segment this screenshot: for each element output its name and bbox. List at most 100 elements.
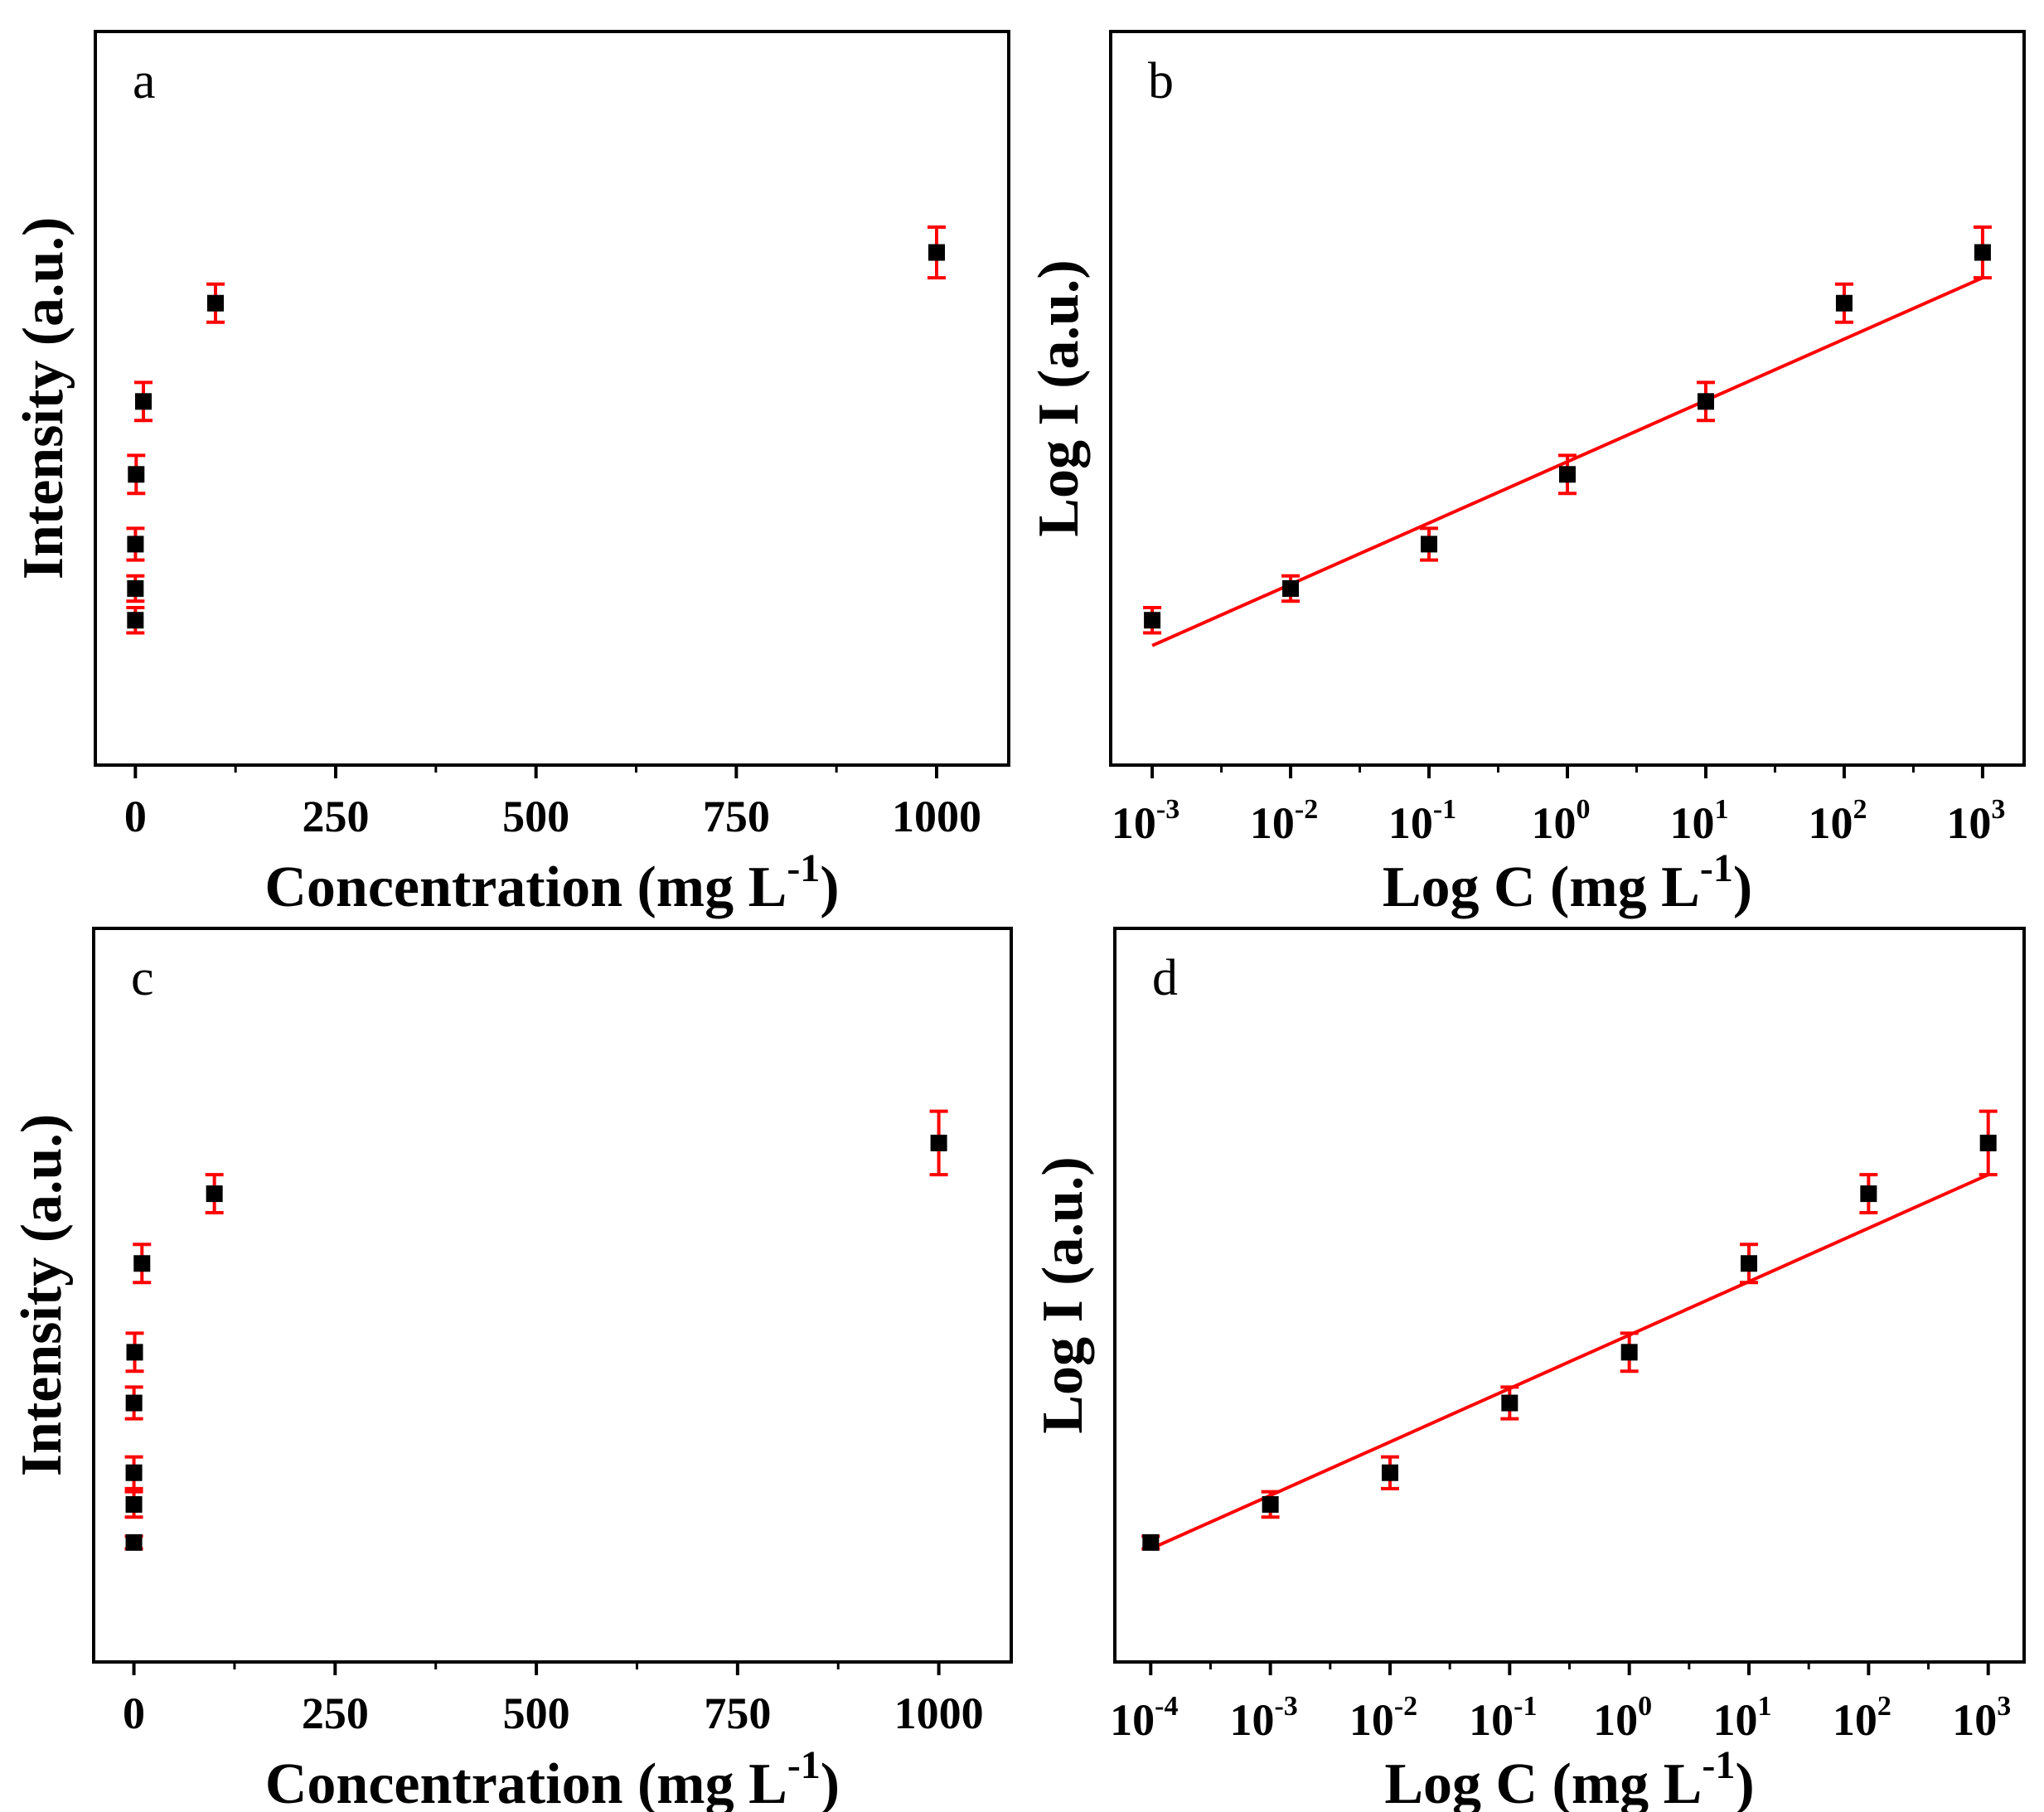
tick-base: 10 — [1112, 798, 1156, 848]
data-point — [207, 294, 224, 312]
data-point — [1974, 244, 1991, 261]
x-axis-label-close: ) — [1735, 1752, 1754, 1812]
data-point — [127, 580, 144, 597]
tick-base: 10 — [1469, 1695, 1514, 1745]
data-point — [133, 1255, 151, 1272]
tick-exponent: 0 — [1577, 794, 1591, 825]
tick-exponent: -2 — [1295, 794, 1318, 825]
data-point — [125, 1533, 143, 1551]
data-point — [128, 466, 145, 483]
data-point — [1142, 1533, 1160, 1551]
tick-exponent: 2 — [1877, 1691, 1891, 1722]
x-tick-label: 10-3 — [1112, 794, 1179, 848]
data-point — [127, 612, 144, 629]
data-point — [1860, 1185, 1877, 1203]
x-tick-label: 102 — [1808, 794, 1867, 848]
tick-base: 10 — [1952, 1695, 1997, 1745]
tick-base: 10 — [1349, 1695, 1394, 1745]
x-tick-label: 500 — [502, 792, 569, 841]
x-axis-label-main: Log C (mg L — [1383, 855, 1700, 919]
x-tick-label: 1000 — [894, 1688, 984, 1738]
plot-frame — [1109, 30, 2026, 767]
x-axis-label: Log C (mg L-1) — [1383, 846, 1752, 919]
tick-exponent: 1 — [1714, 794, 1728, 825]
tick-exponent: -1 — [1514, 1691, 1537, 1722]
tick-base: 10 — [1833, 1695, 1877, 1745]
x-tick-label: 500 — [503, 1688, 570, 1738]
plot-frame — [94, 30, 1010, 767]
tick-base: 10 — [1250, 798, 1295, 848]
x-tick-label: 101 — [1713, 1691, 1772, 1745]
data-point — [1979, 1134, 1997, 1151]
tick-base: 10 — [1808, 798, 1853, 848]
x-tick-label: 0 — [124, 792, 147, 841]
data-point — [1697, 393, 1714, 410]
tick-base: 10 — [1532, 798, 1577, 848]
y-axis-label: Log I (a.u.) — [1031, 1156, 1095, 1433]
plot-frame — [92, 927, 1013, 1664]
x-tick-label: 10-1 — [1388, 794, 1456, 848]
tick-exponent: -3 — [1274, 1691, 1297, 1722]
x-tick-label: 10-1 — [1469, 1691, 1537, 1745]
tick-exponent: 3 — [1991, 794, 2005, 825]
data-point — [1835, 294, 1853, 312]
tick-exponent: 3 — [1997, 1691, 2011, 1722]
x-axis-label-main: Concentration (mg L — [265, 1752, 787, 1812]
x-tick-label: 100 — [1532, 794, 1591, 848]
tick-base: 10 — [1388, 798, 1433, 848]
data-point — [928, 244, 945, 261]
data-point — [1381, 1464, 1398, 1481]
data-point — [126, 1344, 143, 1361]
x-axis-label-main: Concentration (mg L — [264, 855, 787, 919]
x-tick-label: 10-4 — [1110, 1691, 1178, 1745]
y-axis-label: Intensity (a.u.) — [10, 1114, 74, 1477]
x-axis-label-close: ) — [1733, 855, 1752, 919]
tick-exponent: 2 — [1853, 794, 1867, 825]
x-tick-label: 103 — [1946, 794, 2005, 848]
x-axis-label: Log C (mg L-1) — [1384, 1743, 1754, 1812]
x-axis-label-sup: -1 — [1702, 1743, 1735, 1787]
x-tick-label: 10-2 — [1349, 1691, 1417, 1745]
panel-label: a — [133, 53, 156, 109]
x-tick-label: 102 — [1833, 1691, 1891, 1745]
x-tick-label: 10-3 — [1229, 1691, 1297, 1745]
y-axis-label: Log I (a.u.) — [1027, 259, 1091, 536]
data-point — [206, 1185, 223, 1203]
tick-exponent: -4 — [1155, 1691, 1178, 1722]
tick-base: 10 — [1229, 1695, 1274, 1745]
data-point — [1144, 612, 1161, 629]
x-tick-label: 750 — [703, 792, 770, 841]
x-axis-label-close: ) — [820, 855, 839, 919]
x-tick-label: 103 — [1952, 1691, 2011, 1745]
x-axis-label-sup: -1 — [1700, 846, 1733, 890]
tick-base: 10 — [1593, 1695, 1638, 1745]
tick-exponent: -2 — [1394, 1691, 1417, 1722]
tick-base: 10 — [1110, 1695, 1155, 1745]
data-point — [1620, 1344, 1638, 1361]
tick-base: 10 — [1713, 1695, 1758, 1745]
x-axis-label-sup: -1 — [787, 1743, 821, 1787]
panel-label: c — [131, 950, 154, 1006]
data-point — [930, 1134, 947, 1151]
data-point — [125, 1394, 143, 1412]
x-axis-label-main: Log C (mg L — [1384, 1752, 1702, 1812]
tick-base: 10 — [1669, 798, 1714, 848]
x-tick-label: 101 — [1669, 794, 1728, 848]
x-tick-label: 100 — [1593, 1691, 1652, 1745]
panel-label: d — [1152, 950, 1178, 1006]
data-point — [1501, 1394, 1518, 1412]
x-tick-label: 750 — [704, 1688, 771, 1738]
x-tick-label: 1000 — [892, 792, 981, 841]
fit-line — [1150, 1173, 1989, 1551]
tick-exponent: -1 — [1433, 794, 1456, 825]
data-point — [1741, 1255, 1758, 1272]
data-point — [1559, 466, 1576, 483]
panel-c: c 0 250 500 750 1000 Concentration (mg L-1) Int… — [10, 927, 1013, 1812]
data-point — [1262, 1495, 1279, 1513]
y-axis-label: Intensity (a.u.) — [12, 217, 75, 580]
x-axis-label: Concentration (mg L-1) — [265, 1743, 840, 1812]
x-axis-label: Concentration (mg L-1) — [264, 846, 839, 919]
